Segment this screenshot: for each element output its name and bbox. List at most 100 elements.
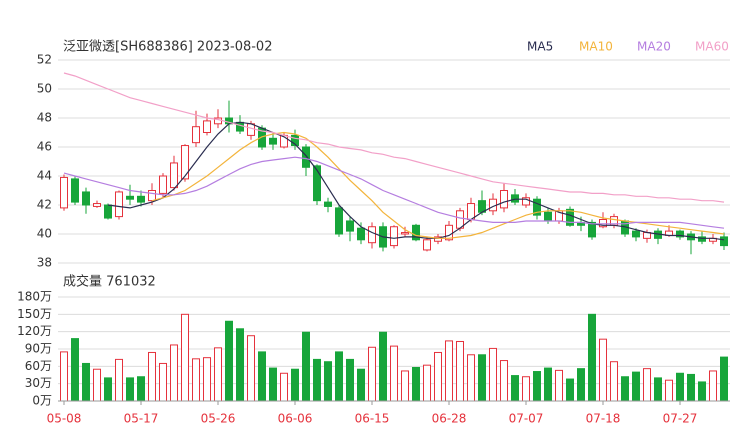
candle-body	[533, 198, 541, 216]
volume-bar	[577, 368, 585, 402]
volume-bar	[346, 358, 354, 402]
ma-line	[151, 131, 725, 239]
volume-bar	[467, 354, 475, 402]
candle-body	[467, 203, 475, 221]
volume-bar	[544, 367, 552, 402]
volume-bar	[170, 344, 178, 402]
volume-bar	[445, 340, 453, 402]
volume-bar	[60, 351, 68, 402]
candle-body	[324, 201, 332, 207]
volume-bar	[500, 360, 508, 402]
volume-bar	[643, 368, 651, 402]
volume-bar	[489, 347, 497, 402]
volume-bar	[676, 372, 684, 402]
volume-bar	[434, 351, 442, 402]
legend-label: MA20	[637, 40, 671, 54]
y-tick-label: 180万	[17, 290, 52, 304]
volume-bar	[71, 338, 79, 402]
x-tick-label: 07-18	[586, 412, 621, 426]
volume-bar	[401, 370, 409, 402]
volume-bar	[291, 368, 299, 402]
volume-bar	[115, 358, 123, 402]
candle-body	[71, 178, 79, 203]
candle-body	[434, 236, 442, 242]
candle-body	[181, 145, 189, 180]
y-tick-label: 48	[37, 111, 52, 125]
candle-body	[82, 191, 90, 206]
x-tick-label: 06-28	[432, 412, 467, 426]
volume-bar	[203, 357, 211, 402]
candle-body	[236, 121, 244, 132]
candle-body	[566, 208, 574, 226]
y-tick-label: 50	[37, 82, 52, 96]
y-tick-label: 44	[37, 169, 52, 183]
y-tick-label: 38	[37, 256, 52, 270]
x-tick-label: 07-27	[663, 412, 698, 426]
candle-body	[401, 232, 409, 235]
volume-bar	[247, 335, 255, 402]
volume-bar	[159, 362, 167, 402]
candle-body	[511, 194, 519, 203]
ma-line	[63, 156, 725, 229]
ma-line	[63, 72, 725, 203]
candle-body	[269, 137, 277, 145]
candle-body	[302, 146, 310, 168]
chart-title: 泛亚微透[SH688386] 2023-08-02	[63, 40, 272, 55]
volume-bar	[368, 346, 376, 402]
candle-body	[500, 190, 508, 209]
x-tick-label: 06-06	[278, 412, 313, 426]
y-tick-label: 150万	[17, 307, 52, 321]
volume-bar	[522, 376, 530, 402]
x-tick-label: 05-17	[124, 412, 159, 426]
volume-bar	[533, 371, 541, 402]
x-tick-label: 06-15	[355, 412, 390, 426]
y-tick-label: 90万	[25, 342, 52, 356]
volume-bar	[82, 362, 90, 402]
volume-bar	[104, 377, 112, 402]
volume-bar	[709, 370, 717, 402]
volume-bar	[335, 351, 343, 402]
volume-bar	[148, 351, 156, 402]
volume-bar	[214, 347, 222, 402]
candle-body	[412, 224, 420, 241]
candle-body	[588, 221, 596, 238]
candle-body	[104, 204, 112, 219]
volume-bar	[379, 331, 387, 402]
y-tick-label: 120万	[17, 324, 52, 338]
candle-body	[357, 227, 365, 241]
y-tick-label: 42	[37, 198, 52, 212]
volume-bar	[412, 366, 420, 402]
volume-bar	[302, 331, 310, 402]
volume-bar	[181, 313, 189, 402]
volume-bar	[621, 376, 629, 402]
y-tick-label: 46	[37, 140, 52, 154]
candle-body	[115, 191, 123, 218]
y-tick-label: 30万	[25, 376, 52, 390]
volume-bar	[280, 372, 288, 402]
candle-body	[170, 162, 178, 189]
candle-body	[60, 176, 68, 209]
candle-body	[599, 219, 607, 228]
volume-bar	[720, 356, 728, 402]
y-tick-label: 0万	[32, 394, 52, 408]
candle-body	[148, 190, 156, 202]
volume-title: 成交量 761032	[63, 274, 156, 290]
candle-body	[313, 165, 321, 202]
volume-bar	[566, 378, 574, 402]
volume-bar	[324, 361, 332, 402]
legend-label: MA5	[527, 40, 553, 54]
candle-body	[192, 126, 200, 144]
volume-bar	[192, 358, 200, 402]
volume-bar	[687, 373, 695, 402]
candle-body	[522, 197, 530, 206]
candle-body	[247, 123, 255, 136]
volume-bar	[423, 364, 431, 402]
candle-body	[93, 203, 101, 207]
candle-body	[423, 239, 431, 251]
volume-bar	[599, 338, 607, 402]
candle-body	[346, 220, 354, 232]
x-tick-label: 05-26	[201, 412, 236, 426]
candle-body	[632, 230, 640, 238]
volume-bar	[137, 376, 145, 402]
